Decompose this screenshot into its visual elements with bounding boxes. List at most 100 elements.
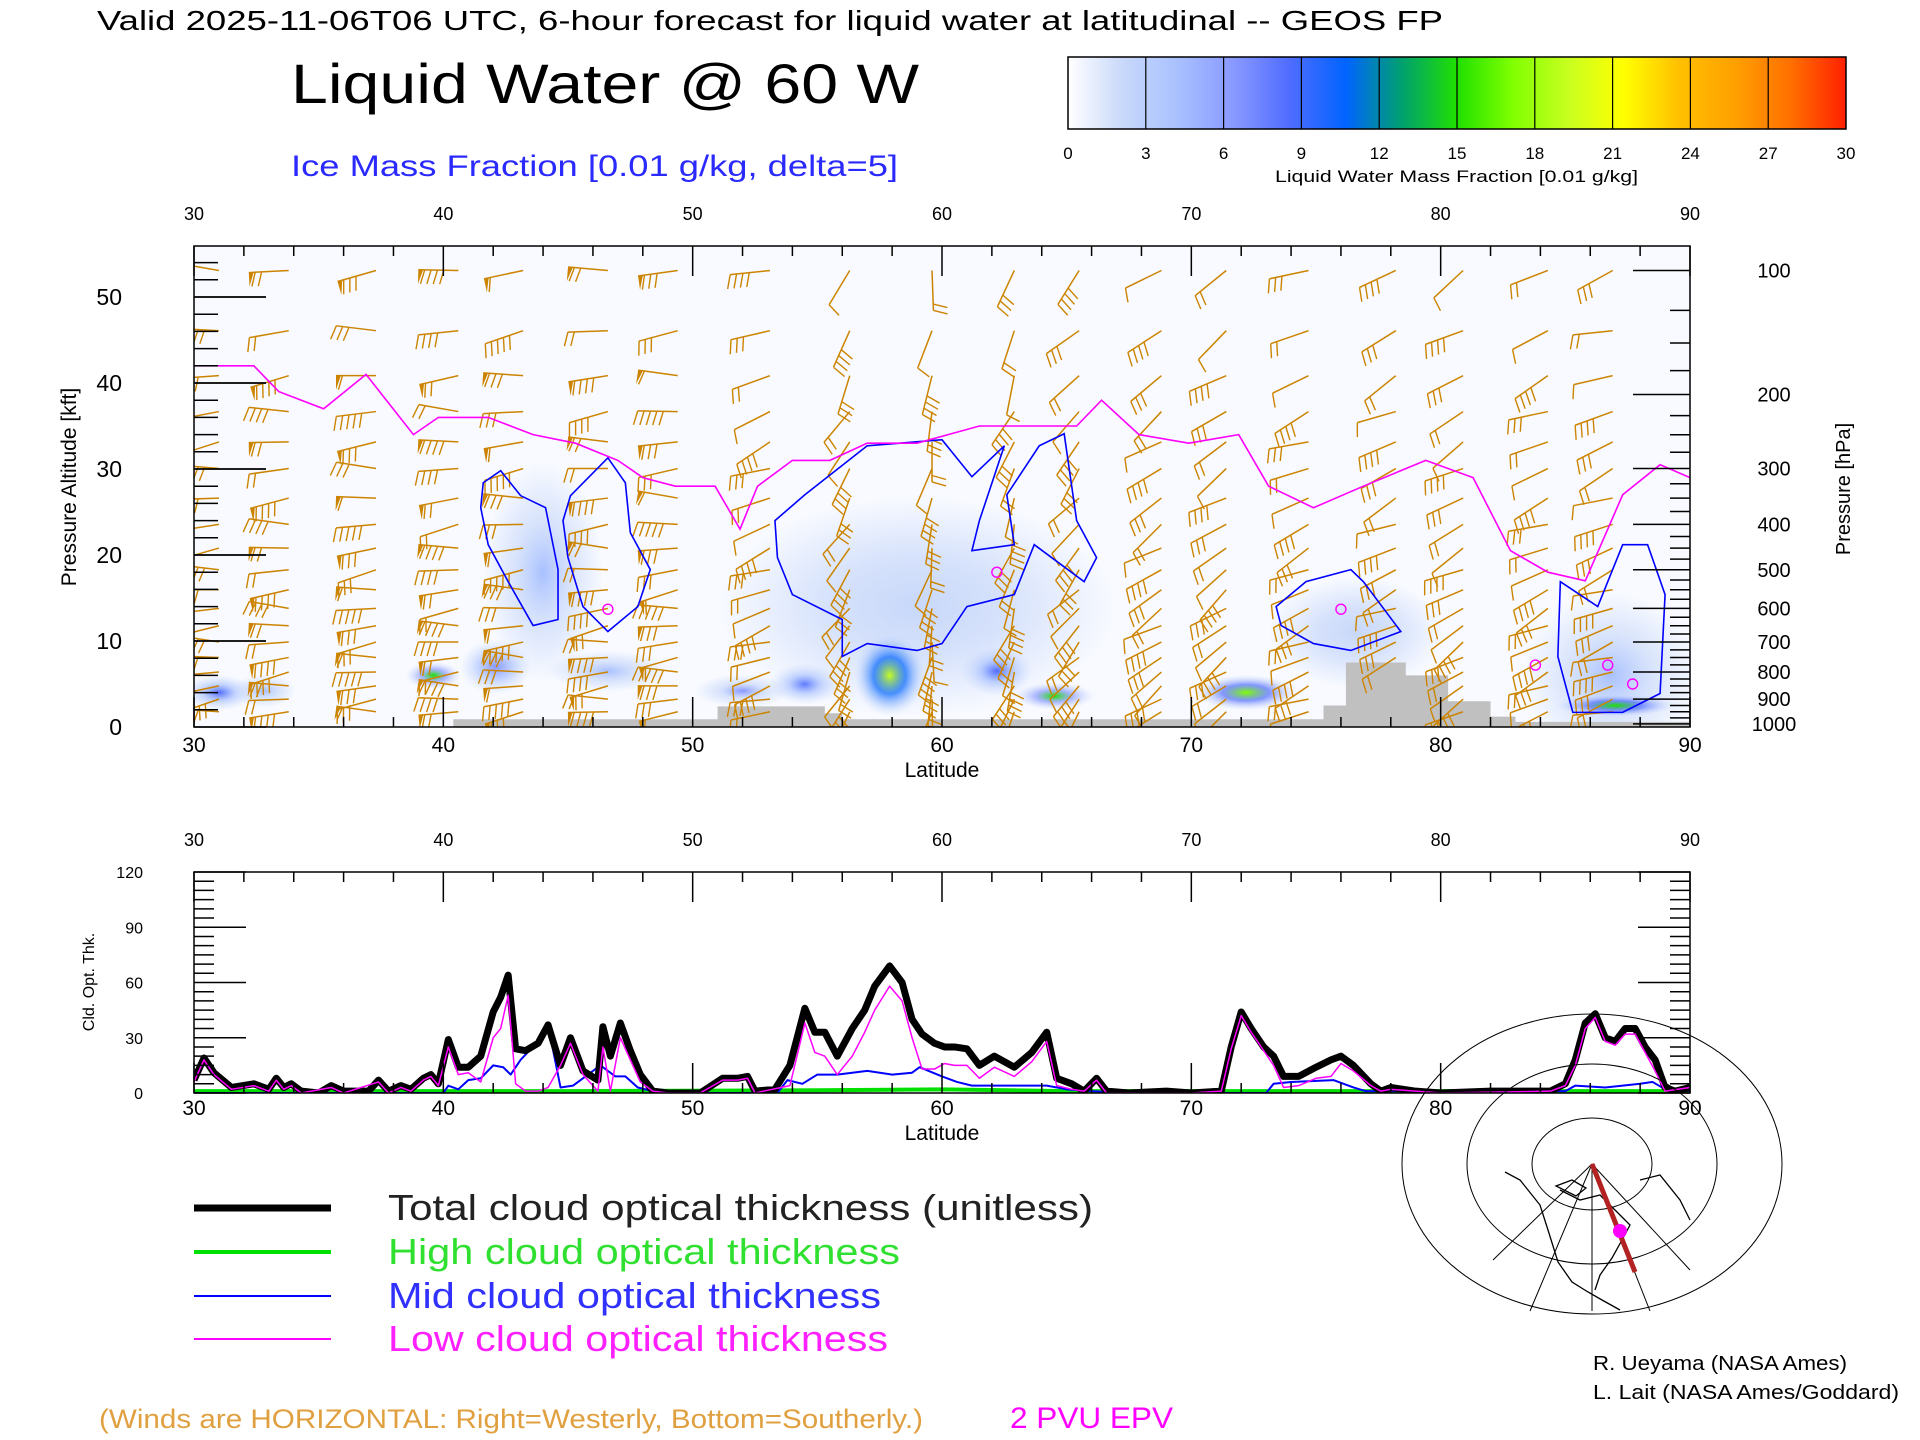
wind-barb — [637, 624, 678, 642]
wind-barb — [1128, 589, 1162, 628]
x-tick-label-top: 40 — [433, 830, 453, 850]
wind-barb — [637, 441, 678, 461]
wind-barb — [248, 441, 289, 457]
series-line-low — [194, 985, 1690, 1093]
wind-barb — [482, 372, 524, 389]
x-tick-label-top: 30 — [184, 830, 204, 850]
epv-small-contour — [1602, 659, 1614, 671]
wind-barb — [1192, 547, 1227, 586]
x-tick-label-top: 50 — [683, 830, 703, 850]
wind-barb — [1514, 375, 1549, 413]
wind-barb — [1356, 410, 1396, 438]
wind-barb — [1425, 656, 1464, 687]
wind-barb — [1358, 269, 1397, 302]
wind-barb — [637, 269, 678, 290]
colorbar-tick-label: 15 — [1448, 144, 1467, 163]
wind-barb — [334, 705, 377, 721]
wind-barb — [413, 696, 459, 713]
wind-barb — [1135, 711, 1162, 727]
wind-barb — [1049, 671, 1080, 713]
wind-barb — [194, 625, 220, 633]
wind-barb — [194, 671, 219, 675]
wind-barb — [1510, 569, 1549, 601]
x-tick-label: 60 — [930, 734, 953, 757]
wind-barb — [926, 411, 943, 458]
liquid-water-blob — [1268, 577, 1444, 688]
wind-barb — [1426, 374, 1464, 409]
epv-small-contour — [1335, 603, 1347, 615]
wind-barb — [1190, 410, 1227, 446]
epv-2pvu-line — [194, 364, 1690, 582]
wind-barb — [1046, 589, 1080, 629]
epv-small-contour — [1529, 659, 1542, 671]
wind-barb — [336, 374, 377, 390]
wind-barb — [1425, 589, 1464, 620]
wind-barb — [1190, 523, 1227, 558]
wind-barb — [735, 547, 771, 584]
wind-barb — [563, 467, 608, 483]
wind-barb — [418, 589, 459, 610]
wind-barb — [1509, 441, 1549, 470]
wind-barb — [411, 403, 459, 420]
wind-barb — [1571, 497, 1613, 521]
wind-barb — [331, 671, 377, 687]
wind-barb — [733, 523, 771, 556]
wind-barb — [828, 270, 851, 316]
wind-barb — [1428, 523, 1464, 560]
figure-title: Valid 2025-11-06T06 UTC, 6-hour forecast… — [97, 5, 1443, 36]
x-tick-label: 90 — [1678, 734, 1701, 757]
wind-barb — [1569, 329, 1613, 350]
wind-barb — [1426, 497, 1464, 530]
wind-barb — [332, 607, 377, 625]
wind-barb — [1270, 329, 1309, 359]
wind-barb — [931, 699, 934, 727]
wind-barb — [1197, 330, 1227, 373]
wind-barb — [1194, 698, 1227, 727]
wind-barb — [638, 329, 678, 356]
wind-barb — [568, 410, 609, 438]
x-axis-label: Latitude — [905, 759, 980, 782]
wind-barb — [562, 694, 608, 710]
wind-barb — [194, 607, 220, 613]
plot-frame — [193, 871, 1691, 1094]
wind-barb — [414, 467, 459, 486]
wind-barb — [1354, 607, 1396, 632]
wind-barb — [726, 269, 771, 290]
wind-barb — [483, 441, 524, 463]
pressure-tick-label: 100 — [1757, 260, 1790, 282]
x-axis-label: Latitude — [905, 1122, 980, 1145]
wind-barb — [1123, 547, 1162, 578]
legend-label-low: Low cloud optical thickness — [388, 1318, 888, 1359]
epv-small-contour — [602, 603, 614, 615]
wind-barb — [242, 600, 289, 619]
wind-barb — [736, 441, 771, 479]
wind-barb — [333, 410, 377, 431]
wind-barb — [1129, 497, 1162, 537]
wind-barb — [1270, 656, 1309, 686]
y-tick-label: 30 — [96, 456, 122, 482]
wind-barb — [821, 607, 851, 651]
wind-barb — [1189, 607, 1227, 641]
wind-barb — [726, 698, 771, 718]
liquid-water-blob — [960, 646, 1033, 696]
ice-contour — [1275, 568, 1403, 652]
wind-barb — [1193, 441, 1227, 480]
wind-barb — [1271, 374, 1309, 408]
wind-barb — [831, 698, 851, 727]
ice-mass-label: Ice Mass Fraction [0.01 g/kg, delta=5] — [291, 150, 898, 183]
wind-barb — [479, 410, 524, 429]
wind-barb — [1578, 467, 1614, 505]
wind-barb — [247, 681, 289, 698]
wind-barb — [416, 678, 459, 698]
wind-barb — [727, 641, 771, 662]
wind-barb — [1507, 410, 1549, 435]
liquid-water-blob — [1555, 694, 1676, 717]
wind-barb — [635, 698, 678, 719]
terrain — [453, 662, 1690, 727]
wind-barb — [1509, 698, 1549, 727]
cross-section-track — [1589, 1163, 1638, 1273]
wind-barb — [1423, 569, 1464, 596]
wind-barb — [838, 671, 854, 719]
wind-barb — [334, 652, 377, 668]
